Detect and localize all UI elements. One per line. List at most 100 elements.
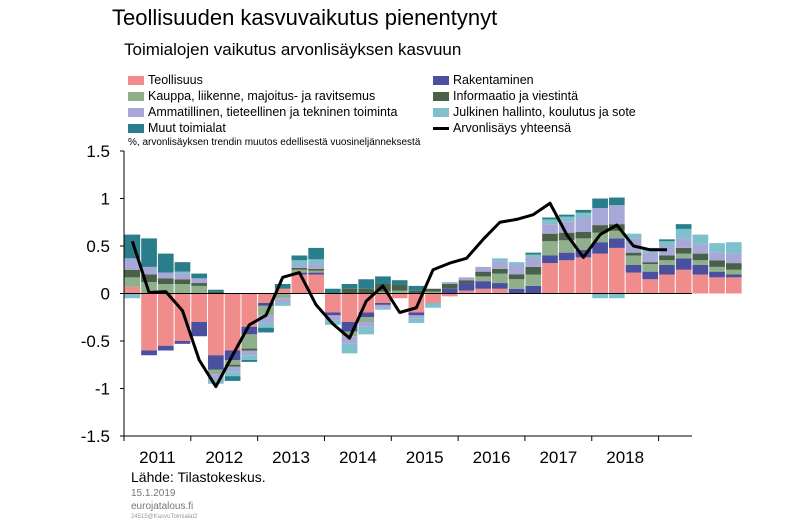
bar-segment (208, 291, 224, 294)
bar-segment (191, 283, 208, 286)
date-note: 15.1.2019 (131, 488, 176, 499)
bar-segment (525, 252, 542, 255)
bar-segment (241, 326, 258, 335)
bar-segment (341, 336, 358, 344)
bar-segment (308, 272, 324, 275)
legend-item-informaatio: Informaatio ja viestintä (433, 89, 578, 103)
bar-segment (608, 238, 625, 248)
axes-layer: 1.5 1 0.5 0 -0.5 -1 -1.5 2011 2012 2013 2014 2015 20… (81, 142, 692, 467)
bar-segment (358, 326, 375, 335)
bar-segment (492, 273, 508, 284)
bar-segment (124, 286, 141, 294)
bar-segment (224, 293, 241, 351)
bar-segment (375, 291, 391, 294)
bar-segment (258, 327, 274, 333)
x-tick-label: 2016 (473, 448, 511, 467)
bar-segment (542, 233, 558, 242)
bar-segment (542, 255, 558, 264)
bar-segment (575, 238, 592, 250)
bar-segment (224, 364, 241, 367)
bar-segment (625, 272, 642, 294)
bar-segment (141, 274, 157, 283)
bar-segment (475, 288, 492, 294)
bar-segment (274, 288, 291, 294)
bar-segment (274, 303, 291, 306)
bar-segment (124, 258, 141, 270)
bar-segment (308, 264, 324, 269)
legend-swatch (128, 124, 144, 134)
bar-segment (508, 274, 525, 280)
y-tick-label: -0.5 (81, 332, 110, 351)
bar-segment (675, 247, 692, 254)
bar-segment (308, 259, 324, 265)
legend-swatch (128, 108, 144, 118)
y-tick-label: -1.5 (81, 427, 110, 446)
bar-segment (274, 293, 291, 299)
bar-segment (608, 197, 625, 206)
bar-segment (124, 293, 141, 299)
legend-swatch (128, 92, 144, 102)
bar-segment (224, 366, 241, 372)
x-tick-label: 2013 (272, 448, 310, 467)
x-tick-label: 2015 (406, 448, 444, 467)
bar-segment (441, 293, 458, 297)
legend-swatch (433, 108, 449, 118)
bar-segment (375, 304, 391, 308)
bar-segment (692, 244, 709, 254)
bar-segment (608, 293, 625, 299)
bar-segment (208, 379, 224, 384)
bar-segment (525, 274, 542, 286)
bar-segment (174, 284, 191, 294)
legend-label: Teollisuus (148, 73, 203, 87)
bar-segment (324, 293, 341, 313)
bar-segment (725, 274, 742, 278)
bar-segment (608, 205, 625, 225)
bar-segment (341, 288, 358, 294)
bar-segment (692, 274, 709, 294)
bar-segment (642, 279, 659, 294)
legend-label: Rakentaminen (453, 73, 534, 87)
bar-segment (157, 293, 174, 346)
bar-segment (592, 242, 608, 254)
unit-note: %, arvonlisäyksen trendin muutos edellis… (128, 137, 421, 148)
bar-segment (542, 217, 558, 220)
bar-segment (124, 277, 141, 287)
bar-segment (241, 293, 258, 327)
legend-item-yhteensa: Arvonlisäys yhteensä (433, 121, 571, 135)
legend-item-ammatillinen: Ammatillinen, tieteellinen ja tekninen t… (128, 105, 397, 119)
legend-item-muut: Muut toimialat (128, 121, 226, 135)
bar-segment (525, 285, 542, 294)
bar-segment (458, 277, 475, 281)
bar-segment (291, 255, 308, 261)
bar-segment (575, 257, 592, 294)
bar-segment (224, 376, 241, 381)
y-tick-label: 1.5 (86, 142, 110, 161)
bar-segment (725, 263, 742, 270)
bar-segment (525, 257, 542, 267)
x-tick-label: 2017 (539, 448, 577, 467)
bar-segment (157, 345, 174, 351)
y-tick-label: 0.5 (86, 237, 110, 256)
bar-segment (174, 262, 191, 272)
bar-segment (358, 322, 375, 327)
bar-layer (124, 197, 742, 384)
bar-segment (174, 341, 191, 344)
legend-item-rakentaminen: Rakentaminen (433, 73, 534, 87)
legend-label: Arvonlisäys yhteensä (453, 121, 572, 135)
legend-label: Informaatio ja viestintä (453, 89, 579, 103)
bar-segment (425, 291, 441, 294)
bar-segment (642, 264, 659, 272)
bar-segment (208, 369, 224, 375)
bar-segment (341, 322, 358, 332)
bar-segment (241, 360, 258, 362)
bar-segment (675, 258, 692, 270)
bar-segment (191, 285, 208, 294)
bar-segment (659, 260, 675, 265)
bar-segment (709, 243, 725, 253)
bar-segment (575, 212, 592, 218)
legend-label: Muut toimialat (148, 121, 226, 135)
bar-segment (725, 253, 742, 264)
bar-segment (341, 331, 358, 337)
bar-segment (508, 265, 525, 275)
